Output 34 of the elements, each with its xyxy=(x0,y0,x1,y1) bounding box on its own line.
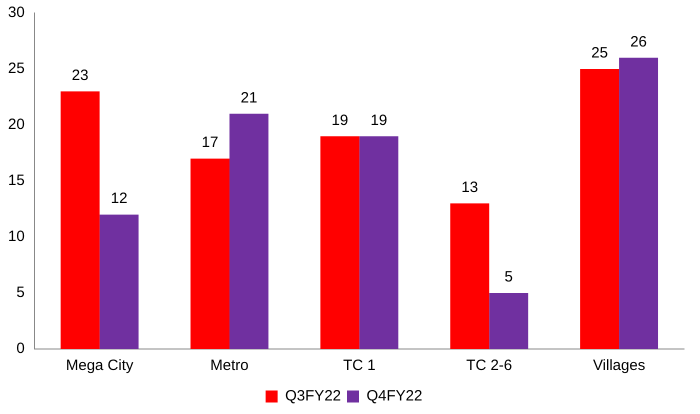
data-label: 12 xyxy=(110,190,128,208)
y-tick-label: 15 xyxy=(8,172,25,190)
x-tick-label: TC 1 xyxy=(343,357,376,374)
y-tick-label: 20 xyxy=(8,116,25,134)
legend-label: Q3FY22 xyxy=(285,388,342,405)
x-tick-label: Villages xyxy=(592,357,646,374)
data-label: 17 xyxy=(202,134,218,152)
x-tick-label: Metro xyxy=(210,357,249,374)
bar xyxy=(229,114,268,349)
y-tick-label: 30 xyxy=(8,4,25,22)
data-label: 13 xyxy=(461,179,478,196)
bar xyxy=(450,203,490,349)
bar xyxy=(320,136,360,349)
data-label: 26 xyxy=(630,33,647,50)
data-label: 25 xyxy=(591,44,608,62)
y-tick-label: 0 xyxy=(16,340,25,358)
data-label: 19 xyxy=(332,112,348,129)
bar xyxy=(359,136,398,349)
x-tick-label: Mega City xyxy=(66,357,134,374)
y-tick-label: 5 xyxy=(16,284,25,302)
bar xyxy=(100,214,139,349)
legend-label: Q4FY22 xyxy=(366,388,422,405)
bar xyxy=(190,158,230,349)
bar xyxy=(60,91,100,349)
bar xyxy=(489,293,528,349)
data-label: 5 xyxy=(504,268,513,286)
y-tick-label: 25 xyxy=(8,60,25,78)
y-tick-label: 10 xyxy=(8,228,25,246)
data-label: 23 xyxy=(72,67,88,84)
bar xyxy=(619,58,658,349)
data-label: 19 xyxy=(370,112,388,129)
data-label: 21 xyxy=(240,89,258,106)
x-tick-label: TC 2-6 xyxy=(466,357,512,374)
bar xyxy=(580,69,620,349)
